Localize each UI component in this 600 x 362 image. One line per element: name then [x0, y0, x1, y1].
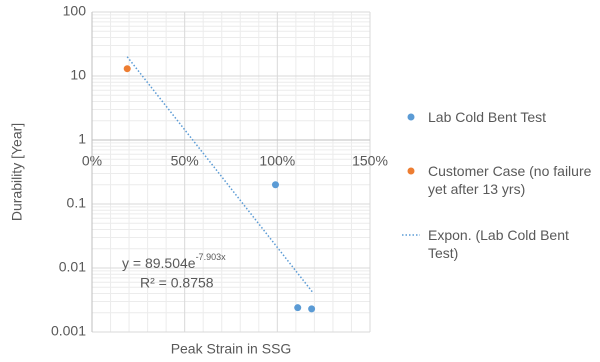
- y-tick-label: 1: [78, 131, 86, 147]
- x-tick-label: 150%: [352, 153, 388, 169]
- trendline-equation: y = 89.504e-7.903x: [122, 252, 226, 270]
- legend-key: [407, 167, 415, 175]
- y-tick-label: 100: [63, 3, 87, 19]
- y-tick-label: 10: [70, 67, 86, 83]
- y-tick-label: 0.01: [59, 259, 86, 275]
- point: [294, 304, 302, 312]
- trendline: [126, 56, 314, 293]
- y-axis-label: Durability [Year]: [9, 123, 25, 221]
- point: [123, 65, 131, 73]
- r-squared: R² = 0.8758: [140, 275, 214, 291]
- x-tick-label: 100%: [259, 153, 295, 169]
- x-tick-label: 50%: [171, 153, 199, 169]
- legend-entry: Expon. (Lab Cold Bent Test): [428, 227, 569, 261]
- legend-entry: Lab Cold Bent Test: [428, 109, 547, 125]
- y-tick-label: 0.1: [67, 195, 87, 211]
- y-tick-label: 0.001: [51, 323, 86, 339]
- point: [271, 181, 279, 189]
- point: [308, 305, 316, 313]
- legend-key: [407, 113, 415, 121]
- equation-text: y = 89.504e: [122, 255, 196, 271]
- legend-entry: Customer Case (no failure yet after 13 y…: [428, 163, 592, 197]
- equation-exponent: -7.903x: [196, 252, 227, 262]
- x-axis-label: Peak Strain in SSG: [171, 341, 292, 357]
